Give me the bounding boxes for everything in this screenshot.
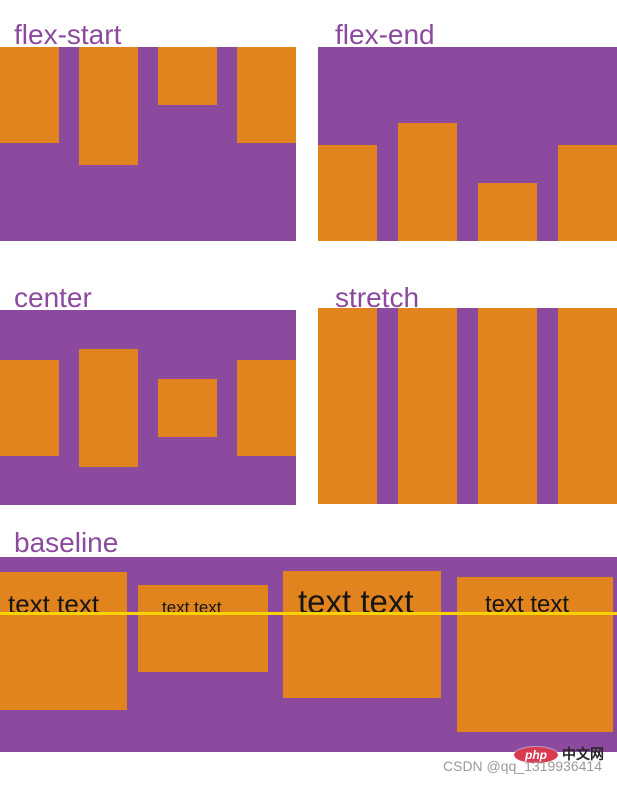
baseline-item: text text xyxy=(138,585,268,672)
baseline-container: text text text text text text text text xyxy=(0,557,617,752)
stretch-item xyxy=(558,308,617,504)
stretch-item xyxy=(398,308,457,504)
label-flex-start: flex-start xyxy=(14,19,122,50)
center-item xyxy=(79,348,138,467)
center-item xyxy=(237,359,296,456)
flex-end-item xyxy=(398,123,457,241)
baseline-item-text: text text xyxy=(162,598,222,617)
baseline-indicator-line xyxy=(0,612,617,615)
flex-end-item xyxy=(318,145,377,241)
flex-start-item xyxy=(237,47,296,143)
csdn-watermark: CSDN @qq_1319936414 xyxy=(443,758,602,774)
php-cn-site-name: 中文网 xyxy=(562,746,604,762)
stretch-item xyxy=(318,308,377,504)
baseline-item: text text xyxy=(0,572,127,710)
stretch-item xyxy=(478,308,537,504)
php-cn-logo-text: php xyxy=(525,748,547,762)
center-container xyxy=(0,310,296,505)
label-baseline: baseline xyxy=(14,527,119,558)
stretch-container xyxy=(318,308,617,504)
flex-end-item xyxy=(478,183,537,241)
label-flex-end: flex-end xyxy=(335,19,435,50)
label-stretch: stretch xyxy=(335,282,420,313)
flex-end-item xyxy=(558,145,617,241)
flex-end-container xyxy=(318,47,617,241)
flex-start-container xyxy=(0,47,296,241)
baseline-item: text text xyxy=(283,571,441,698)
label-center: center xyxy=(14,282,92,313)
flex-start-item xyxy=(79,47,138,165)
flex-start-item xyxy=(0,47,59,143)
center-item xyxy=(0,359,59,456)
baseline-item: text text xyxy=(457,577,613,732)
php-cn-logo-icon: php xyxy=(514,747,558,763)
flex-start-item xyxy=(158,47,217,105)
center-item xyxy=(158,378,217,437)
